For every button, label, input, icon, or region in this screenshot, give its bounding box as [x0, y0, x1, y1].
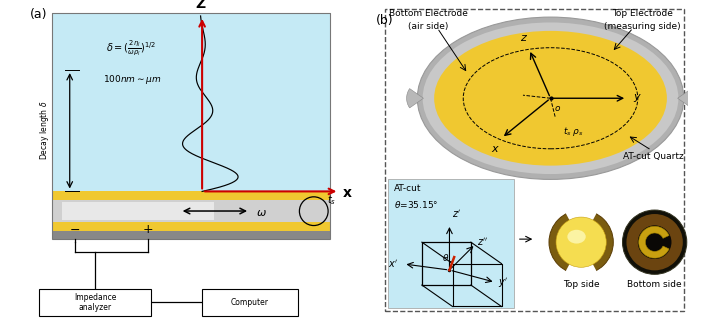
Wedge shape — [639, 226, 669, 258]
Circle shape — [622, 210, 687, 274]
Bar — [52, 231, 329, 239]
Bar — [52, 13, 329, 239]
Bar — [202, 289, 298, 316]
Bar — [62, 202, 214, 220]
Text: $-$: $-$ — [69, 223, 80, 236]
Wedge shape — [677, 89, 695, 108]
Text: Computer: Computer — [231, 298, 269, 307]
Bar — [52, 200, 329, 222]
Text: $+$: $+$ — [142, 223, 153, 236]
Bar — [52, 222, 329, 231]
Text: $x$: $x$ — [491, 144, 500, 154]
Circle shape — [638, 225, 672, 259]
Wedge shape — [407, 89, 423, 108]
Text: $t_s$ $\rho_s$: $t_s$ $\rho_s$ — [563, 125, 584, 138]
Text: $o$: $o$ — [554, 104, 561, 113]
Circle shape — [549, 210, 614, 274]
Text: (a): (a) — [30, 8, 47, 21]
Text: $100nm\sim\mu m$: $100nm\sim\mu m$ — [103, 73, 162, 86]
Text: $z''$: $z''$ — [477, 237, 488, 248]
Text: AT-cut: AT-cut — [395, 184, 422, 193]
Circle shape — [626, 214, 683, 271]
Text: $z'$: $z'$ — [452, 209, 461, 220]
Ellipse shape — [434, 31, 667, 166]
Bar — [52, 13, 329, 191]
Text: (air side): (air side) — [408, 22, 448, 31]
Text: $\theta$=35.15°: $\theta$=35.15° — [395, 199, 439, 210]
Text: Top Electrode: Top Electrode — [612, 10, 673, 19]
Text: $\delta = (\frac{2\eta_l}{\omega\rho_l})^{1/2}$: $\delta = (\frac{2\eta_l}{\omega\rho_l})… — [107, 38, 157, 57]
Wedge shape — [566, 209, 597, 242]
Text: Top side: Top side — [563, 280, 599, 289]
Text: Bottom side: Bottom side — [627, 280, 682, 289]
Text: $y'$: $y'$ — [498, 276, 509, 290]
Text: $t_s$: $t_s$ — [327, 193, 337, 207]
Bar — [39, 289, 151, 316]
Ellipse shape — [567, 230, 586, 244]
Text: $\mathbf{x}$: $\mathbf{x}$ — [342, 186, 353, 200]
Circle shape — [556, 217, 606, 267]
Ellipse shape — [417, 17, 684, 179]
Text: $y$: $y$ — [633, 92, 642, 104]
Text: (measuring side): (measuring side) — [604, 22, 681, 31]
Bar — [52, 191, 329, 200]
Text: Bottom Electrode: Bottom Electrode — [389, 10, 468, 19]
Text: AT-cut Quartz: AT-cut Quartz — [623, 152, 684, 161]
Text: $\mathbf{Z}$: $\mathbf{Z}$ — [195, 0, 206, 11]
Ellipse shape — [422, 22, 678, 174]
Text: (b): (b) — [376, 14, 394, 27]
Text: $z$: $z$ — [521, 33, 528, 43]
Bar — [388, 179, 514, 308]
Text: $\theta$: $\theta$ — [442, 252, 449, 263]
Text: $\omega$: $\omega$ — [256, 208, 267, 218]
Text: Decay length $\delta$: Decay length $\delta$ — [38, 101, 51, 160]
Text: $x'$: $x'$ — [388, 258, 398, 270]
Text: Impedance
analyzer: Impedance analyzer — [74, 293, 117, 312]
Wedge shape — [566, 242, 597, 276]
